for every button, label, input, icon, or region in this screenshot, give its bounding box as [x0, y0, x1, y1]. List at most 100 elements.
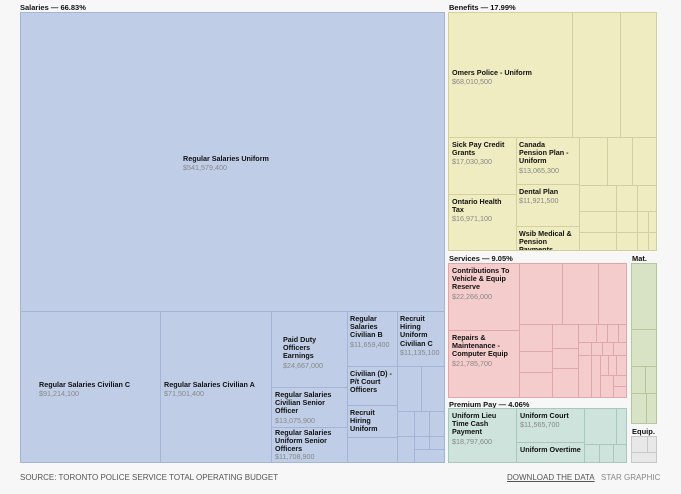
treemap-cell[interactable]: Omers Police - Uniform $68,010,500 [448, 12, 573, 138]
treemap-cell[interactable] [647, 436, 657, 453]
cell-label: Regular Salaries Civilian B $11,659,400 [350, 314, 397, 349]
treemap-cell[interactable] [579, 137, 608, 186]
treemap-cell[interactable] [616, 185, 638, 212]
treemap-cell[interactable] [584, 444, 600, 463]
treemap-cell[interactable] [631, 366, 646, 394]
treemap-cell[interactable] [429, 411, 445, 437]
treemap-cell[interactable] [607, 137, 633, 186]
cell-label: Canada Pension Plan - Uniform $13,065,300 [519, 140, 569, 175]
treemap-cell[interactable] [579, 211, 617, 233]
treemap-cell[interactable] [598, 263, 627, 325]
treemap-cell[interactable]: Contributions To Vehicle & Equip Reserve… [448, 263, 520, 331]
treemap-cell[interactable] [347, 437, 398, 463]
treemap-cell[interactable] [397, 436, 415, 463]
treemap-cell[interactable]: Dental Plan $11,921,500 [516, 184, 580, 227]
treemap-cell[interactable] [584, 408, 617, 445]
treemap-cell[interactable] [397, 366, 422, 412]
cell-label: Repairs & Maintenance - Computer Equip $2… [452, 333, 514, 368]
treemap-cell[interactable] [552, 324, 579, 349]
treemap-cell[interactable] [579, 185, 617, 212]
treemap-cell[interactable]: Recruit Hiring Uniform Civilian C $11,135… [397, 311, 445, 367]
download-data-link[interactable]: DOWNLOAD THE DATA [507, 473, 595, 482]
treemap-cell[interactable]: Regular Salaries Civilian Senior Officer… [271, 387, 348, 428]
cell-value: $11,921,500 [519, 196, 559, 206]
treemap-cell[interactable] [552, 368, 579, 398]
treemap-cell[interactable] [397, 411, 415, 437]
treemap-cell[interactable] [631, 329, 657, 367]
treemap-cell[interactable] [616, 355, 627, 376]
treemap-cell[interactable] [552, 348, 579, 369]
treemap-cell[interactable]: Wsib Medical & Pension Payments [516, 226, 580, 251]
treemap-cell[interactable] [616, 408, 627, 445]
treemap-cell[interactable] [618, 324, 627, 343]
treemap-cell[interactable] [578, 324, 597, 343]
cell-label: Regular Salaries Civilian C [39, 380, 131, 389]
cell-label: Civilian (D) - P/t Court Officers [350, 369, 396, 395]
treemap-cell[interactable]: Uniform Overtime [516, 442, 585, 463]
treemap-cell[interactable]: Sick Pay Credit Grants $17,030,300 [448, 137, 517, 195]
treemap-cell[interactable] [637, 185, 657, 212]
treemap-cell[interactable] [616, 232, 638, 251]
treemap-cell[interactable] [579, 232, 617, 251]
treemap-cell[interactable] [648, 232, 657, 251]
treemap-cell[interactable] [631, 436, 648, 453]
treemap-cell[interactable] [414, 449, 445, 463]
cell-label: Repairs & Maintenance - Computer Equip [452, 333, 508, 359]
treemap-cell[interactable] [578, 342, 592, 356]
cell-value: $17,030,300 [452, 157, 492, 167]
treemap-cell[interactable]: Recruit Hiring Uniform [347, 405, 398, 438]
cell-label: Recruit Hiring Uniform Civilian C [400, 314, 433, 348]
treemap-cell[interactable] [631, 452, 657, 463]
treemap-cell[interactable] [562, 263, 599, 325]
treemap-cell[interactable]: Civilian (D) - P/t Court Officers [347, 366, 398, 406]
treemap-cell[interactable] [519, 351, 553, 373]
treemap-cell[interactable]: Regular Salaries Civilian C $91,214,100 [20, 311, 161, 463]
treemap-cell[interactable]: Uniform Court $11,565,700 [516, 408, 585, 443]
treemap-cell[interactable]: Paid Duty Officers Earnings $24,667,000 [271, 311, 348, 388]
treemap-cell[interactable] [429, 436, 445, 450]
treemap-cell[interactable] [620, 12, 657, 138]
treemap-cell[interactable]: Uniform Lieu Time Cash Payment $18,797,60… [448, 408, 517, 463]
treemap-cell[interactable] [645, 366, 657, 394]
cell-label: Omers Police - Uniform $68,010,500 [452, 68, 532, 86]
treemap-cell[interactable] [613, 444, 627, 463]
cell-label: Sick Pay Credit Grants $17,030,300 [452, 140, 512, 167]
cell-value: $13,065,300 [519, 165, 559, 175]
cell-label: Civilian (D) - P/t Court Officers [350, 369, 392, 395]
treemap-cell[interactable] [631, 263, 657, 330]
cell-label: Contributions To Vehicle & Equip Reserve… [452, 266, 512, 301]
treemap-cell[interactable] [631, 393, 647, 424]
treemap-cell[interactable]: Repairs & Maintenance - Computer Equip $2… [448, 330, 520, 398]
treemap-cell[interactable]: Ontario Health Tax $16,971,100 [448, 194, 517, 251]
group-header-services: Services — 9.05% [449, 254, 513, 263]
treemap-cell[interactable]: Canada Pension Plan - Uniform $13,065,300 [516, 137, 580, 185]
treemap-cell[interactable] [632, 137, 657, 186]
treemap-cell[interactable] [646, 393, 657, 424]
cell-label: Recruit Hiring Uniform [350, 408, 396, 434]
treemap-cell[interactable] [519, 324, 553, 352]
treemap-cell[interactable] [421, 366, 445, 412]
cell-label: Paid Duty Officers Earnings [283, 335, 317, 361]
treemap-cell[interactable] [613, 386, 627, 398]
treemap-cell[interactable]: Regular Salaries Civilian B $11,659,400 [347, 311, 398, 367]
treemap-cell[interactable] [414, 411, 430, 437]
cell-value: $18,797,600 [452, 436, 492, 446]
group-header-benefits: Benefits — 17.99% [449, 3, 516, 12]
treemap-cell[interactable] [613, 342, 627, 356]
treemap-cell[interactable] [648, 211, 657, 233]
treemap-cell[interactable] [616, 211, 638, 233]
cell-value: $21,785,700 [452, 358, 492, 368]
treemap-cell[interactable] [519, 372, 553, 398]
treemap-cell[interactable] [578, 355, 592, 398]
cell-value: $22,266,000 [452, 291, 492, 301]
treemap-cell[interactable] [572, 12, 621, 138]
cell-value: $11,659,400 [350, 339, 390, 349]
treemap-cell[interactable] [519, 263, 563, 325]
treemap-cell[interactable] [414, 436, 430, 450]
treemap-cell[interactable]: Regular Salaries Uniform $541,579,400 [20, 12, 445, 312]
treemap-cell[interactable]: Regular Salaries Uniform Senior Officers… [271, 427, 348, 463]
treemap-cell[interactable]: Regular Salaries Civilian A $71,501,400 [160, 311, 272, 463]
treemap-cell[interactable] [600, 375, 614, 398]
group-header-premium: Premium Pay — 4.06% [449, 400, 530, 409]
treemap-cell[interactable] [599, 444, 614, 463]
